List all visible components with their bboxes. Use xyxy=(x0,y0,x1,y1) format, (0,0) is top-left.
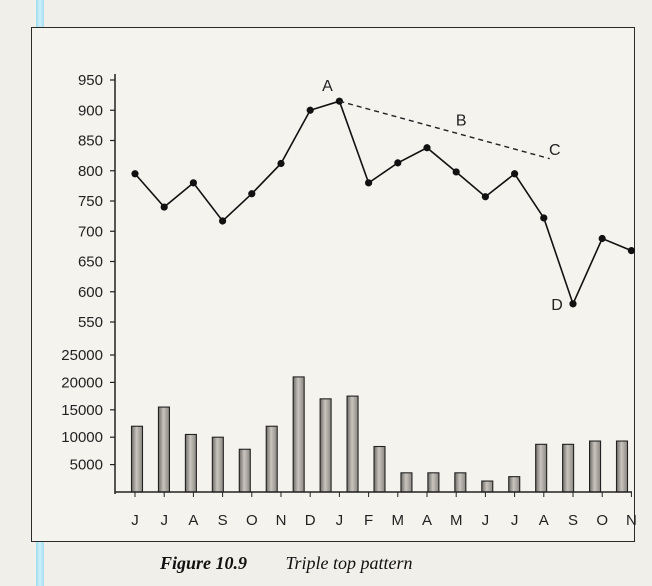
price-tick-label: 750 xyxy=(78,193,103,210)
x-tick-label: D xyxy=(305,512,316,529)
price-point xyxy=(306,106,314,114)
price-point xyxy=(219,217,227,225)
price-axis: 550 600 650 700 750 800 850 900 950 xyxy=(78,72,116,494)
price-tick-label: 600 xyxy=(78,284,103,301)
volume-bar xyxy=(400,472,413,493)
price-point xyxy=(627,247,636,255)
price-line xyxy=(134,100,632,307)
figure-title: Triple top pattern xyxy=(285,553,413,573)
volume-bar xyxy=(535,443,548,493)
volume-bar xyxy=(427,472,440,493)
x-tick-label: S xyxy=(568,512,578,529)
volume-bar xyxy=(157,406,170,493)
annotations-group: A B C D xyxy=(322,78,563,314)
price-point xyxy=(598,234,606,243)
volume-bar xyxy=(238,448,251,493)
price-point xyxy=(394,159,402,167)
volume-tick-label: 25000 xyxy=(61,347,103,364)
price-point xyxy=(423,144,431,152)
volume-bars-group xyxy=(130,376,629,493)
volume-bar xyxy=(615,440,629,493)
volume-bar xyxy=(211,436,224,493)
x-tick-label: J xyxy=(160,512,168,529)
price-point xyxy=(248,190,256,198)
x-tick-label: F xyxy=(364,512,373,529)
volume-bar xyxy=(562,443,575,493)
price-tick-label: 650 xyxy=(78,254,103,271)
price-tick-label: 950 xyxy=(78,72,103,89)
figure-caption: Figure 10.9 Triple top pattern xyxy=(160,553,413,574)
x-tick-label: O xyxy=(246,512,258,529)
annotation-label: D xyxy=(551,297,563,314)
x-tick-label: M xyxy=(450,512,463,529)
volume-axis: 5000 10000 15000 20000 25000 xyxy=(61,347,115,474)
volume-tick-label: 15000 xyxy=(61,402,103,419)
price-tick-label: 800 xyxy=(78,163,103,180)
price-point xyxy=(481,193,489,201)
volume-bar xyxy=(265,425,278,493)
volume-tick-label: 20000 xyxy=(61,374,103,391)
x-tick-label: O xyxy=(596,512,608,529)
price-tick-label: 900 xyxy=(78,102,103,119)
price-point xyxy=(131,170,139,178)
x-tick-label: N xyxy=(626,512,637,529)
volume-bar xyxy=(184,433,197,493)
x-tick-label: A xyxy=(539,512,549,529)
x-tick-label: A xyxy=(422,512,432,529)
price-point xyxy=(160,203,168,211)
x-tick-label: J xyxy=(482,512,490,529)
price-tick-label: 550 xyxy=(78,314,103,331)
price-point xyxy=(189,179,197,187)
volume-bar xyxy=(589,440,602,493)
x-tick-label: J xyxy=(131,512,139,529)
x-tick-label: M xyxy=(392,512,405,529)
price-point xyxy=(452,168,460,176)
volume-bar xyxy=(346,395,359,493)
x-tick-label: J xyxy=(511,512,519,529)
annotation-label: B xyxy=(456,112,467,129)
figure-number: Figure 10.9 xyxy=(160,553,248,573)
price-tick-label: 700 xyxy=(78,223,103,240)
price-tick-label: 850 xyxy=(78,133,103,150)
volume-bar xyxy=(508,476,521,493)
price-point xyxy=(569,300,577,308)
volume-bar xyxy=(373,445,386,493)
annotation-label: C xyxy=(549,142,561,159)
volume-tick-label: 5000 xyxy=(70,457,103,474)
price-point xyxy=(540,214,548,222)
volume-bar xyxy=(292,376,305,493)
price-point xyxy=(277,159,285,168)
x-tick-label: J xyxy=(336,512,344,529)
price-line-group xyxy=(131,97,636,308)
volume-bar xyxy=(319,398,332,493)
volume-bar xyxy=(454,472,467,493)
x-tick-label: S xyxy=(218,512,228,529)
volume-tick-label: 10000 xyxy=(61,429,103,446)
x-tick-label: A xyxy=(188,512,198,529)
annotation-label: A xyxy=(322,78,333,95)
price-point xyxy=(510,170,519,178)
trendline-dashed xyxy=(339,100,550,160)
x-tick-label: N xyxy=(276,512,287,529)
volume-bar xyxy=(481,480,494,493)
price-point xyxy=(365,179,373,187)
volume-bar xyxy=(130,425,144,493)
